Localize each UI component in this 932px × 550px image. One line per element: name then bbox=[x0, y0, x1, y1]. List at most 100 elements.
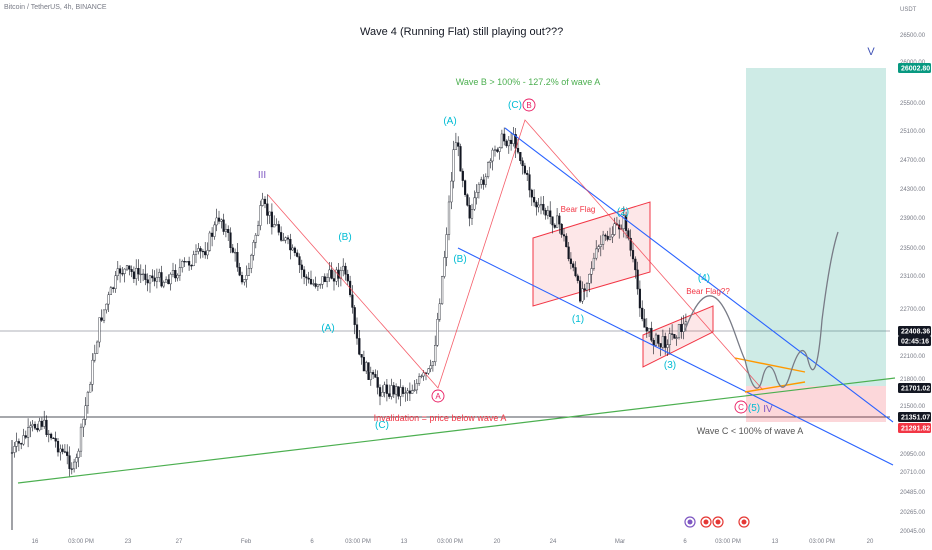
candle-body bbox=[611, 234, 614, 238]
candle-body bbox=[464, 180, 467, 195]
candle-body bbox=[682, 323, 685, 332]
candle-body bbox=[137, 268, 140, 275]
candle-body bbox=[206, 250, 209, 256]
candle-body bbox=[231, 247, 234, 253]
y-tick-label: 23100.00 bbox=[900, 274, 926, 280]
candle-body bbox=[275, 224, 278, 226]
candle-body bbox=[422, 372, 425, 377]
candle-body bbox=[677, 324, 681, 338]
candle-body bbox=[498, 147, 501, 152]
candle-body bbox=[565, 235, 568, 248]
candle-body bbox=[604, 234, 607, 237]
wave-label-A: (A) bbox=[321, 323, 334, 334]
candle-body bbox=[385, 384, 388, 394]
x-tick-label: 27 bbox=[176, 539, 183, 545]
wave-label-V: V bbox=[867, 46, 875, 58]
candle-body bbox=[516, 148, 520, 153]
candle-body bbox=[86, 391, 89, 406]
us-flag-icon-dot bbox=[741, 519, 747, 525]
candle-body bbox=[551, 216, 554, 226]
candle-body bbox=[227, 229, 230, 233]
candle-body bbox=[539, 203, 543, 206]
candle-body bbox=[95, 341, 99, 354]
candle-body bbox=[321, 276, 324, 285]
triangle-upper bbox=[734, 357, 806, 373]
candle-body bbox=[629, 237, 632, 251]
wave-c-note: Wave C < 100% of wave A bbox=[697, 426, 803, 436]
support-trendline bbox=[17, 377, 896, 484]
candle-body bbox=[204, 251, 207, 256]
candle-body bbox=[116, 268, 119, 276]
candle-body bbox=[215, 217, 218, 226]
candle-body bbox=[199, 248, 202, 252]
candle-body bbox=[438, 303, 441, 320]
candle-body bbox=[675, 337, 678, 339]
candle-body bbox=[52, 437, 55, 439]
y-tick-label: 23500.00 bbox=[900, 246, 926, 252]
candle-body bbox=[411, 390, 414, 394]
candle-body bbox=[171, 270, 175, 275]
candle-body bbox=[164, 279, 168, 283]
candle-body bbox=[77, 450, 80, 458]
candle-body bbox=[544, 210, 547, 216]
y-tick-label: 20265.00 bbox=[900, 510, 926, 516]
candle-body bbox=[270, 211, 273, 228]
candle-body bbox=[15, 441, 18, 447]
price-tag bbox=[898, 383, 931, 393]
candle-body bbox=[222, 219, 225, 232]
candle-body bbox=[36, 428, 39, 431]
candle-body bbox=[70, 468, 73, 470]
wave-label-5: (5) bbox=[748, 403, 760, 414]
candle-body bbox=[512, 134, 515, 144]
stop-zone bbox=[746, 386, 886, 422]
candle-body bbox=[247, 268, 250, 276]
circle-label-B: B bbox=[526, 101, 531, 110]
candle-body bbox=[493, 149, 497, 151]
candle-body bbox=[208, 232, 211, 251]
wave-label-3: (3) bbox=[664, 360, 676, 371]
candle-body bbox=[139, 273, 142, 276]
candle-body bbox=[314, 283, 317, 287]
candle-body bbox=[395, 386, 398, 395]
circle-label-C: C bbox=[738, 403, 744, 412]
bear-flag-channel bbox=[532, 201, 651, 307]
candle-body bbox=[319, 284, 322, 286]
candle-body bbox=[118, 268, 122, 274]
candle-body bbox=[243, 279, 246, 283]
candle-body bbox=[445, 234, 448, 258]
candle-body bbox=[420, 375, 423, 378]
candle-body bbox=[470, 209, 474, 219]
circle-marker bbox=[734, 400, 748, 414]
y-tick-label: 23900.00 bbox=[900, 216, 926, 222]
candle-body bbox=[680, 324, 683, 332]
y-tick-label: 22700.00 bbox=[900, 307, 926, 313]
candle-body bbox=[284, 237, 287, 241]
candle-body bbox=[441, 276, 444, 304]
time-axis: 16 03:00 PM 23 27 Feb 6 03:00 PM 13 03:00 PM 20 24… bbox=[32, 539, 874, 545]
candle-body bbox=[33, 423, 37, 429]
candle-body bbox=[128, 265, 131, 270]
candle-body bbox=[489, 160, 492, 163]
candles bbox=[10, 127, 687, 530]
candle-body bbox=[588, 273, 591, 284]
candle-body bbox=[579, 280, 582, 302]
candle-body bbox=[496, 149, 499, 152]
candle-body bbox=[355, 324, 359, 339]
candle-body bbox=[560, 223, 563, 235]
candle-body bbox=[305, 276, 308, 279]
candle-body bbox=[13, 446, 16, 453]
candle-body bbox=[365, 362, 368, 372]
candle-body bbox=[500, 133, 503, 148]
wave-label-C: (C) bbox=[375, 420, 389, 431]
candle-body bbox=[562, 234, 566, 237]
candle-body bbox=[43, 419, 46, 427]
x-tick-label: 23 bbox=[125, 539, 132, 545]
projected-path bbox=[684, 231, 839, 389]
wave-b-note: Wave B > 100% - 127.2% of wave A bbox=[456, 77, 601, 87]
candle-body bbox=[47, 433, 50, 436]
candle-body bbox=[491, 149, 494, 162]
x-tick-label: 20 bbox=[867, 539, 874, 545]
candle-body bbox=[358, 338, 361, 355]
x-tick-label: 16 bbox=[32, 539, 39, 545]
